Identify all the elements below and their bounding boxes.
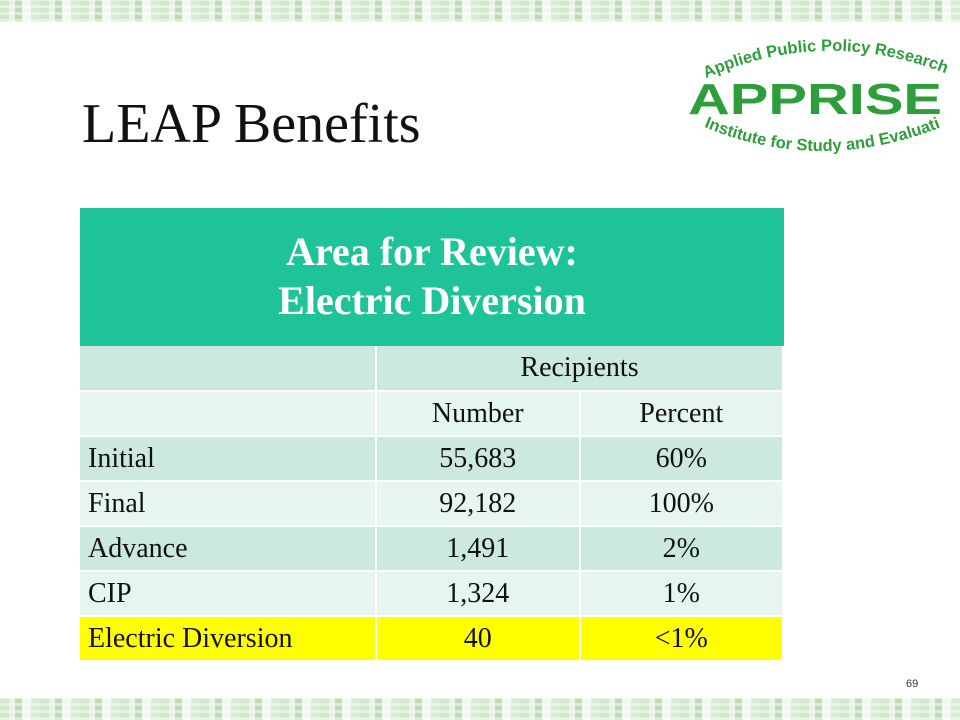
row-number: 1,491	[376, 526, 581, 572]
row-label: Final	[80, 481, 377, 527]
table-header-line2: Electric Diversion	[278, 278, 586, 323]
column-header-percent: Percent	[579, 391, 784, 437]
slide-title: LEAP Benefits	[82, 93, 421, 155]
row-percent: <1%	[579, 616, 784, 662]
decorative-bottom-band	[0, 698, 960, 720]
row-percent: 1%	[579, 571, 784, 617]
empty-cell	[80, 391, 377, 437]
table-header: Area for Review: Electric Diversion	[80, 208, 784, 346]
row-label: Advance	[80, 526, 377, 572]
row-percent: 100%	[579, 481, 784, 527]
row-label: Initial	[80, 436, 377, 482]
row-label: CIP	[80, 571, 377, 617]
apprise-logo: Applied Public Policy Research APPRISE I…	[680, 28, 950, 155]
row-number: 1,324	[376, 571, 581, 617]
table-header-line1: Area for Review:	[286, 229, 578, 275]
table-row-column-headers: Number Percent	[80, 391, 784, 437]
page-number: 69	[906, 678, 919, 690]
row-percent: 2%	[579, 526, 784, 572]
table-row: CIP 1,324 1%	[80, 571, 784, 617]
row-percent: 60%	[579, 436, 784, 482]
review-table: Area for Review: Electric Diversion Reci…	[80, 208, 784, 662]
decorative-top-band	[0, 0, 960, 22]
row-number: 40	[376, 616, 581, 662]
row-number: 55,683	[376, 436, 581, 482]
table-row: Initial 55,683 60%	[80, 436, 784, 482]
table-row-highlighted: Electric Diversion 40 <1%	[80, 616, 784, 662]
column-header-number: Number	[376, 391, 581, 437]
row-label: Electric Diversion	[80, 616, 377, 662]
logo-main-text: APPRISE	[688, 75, 942, 124]
data-table: Recipients Number Percent Initial 55,683…	[80, 346, 784, 662]
row-number: 92,182	[376, 481, 581, 527]
table-row: Advance 1,491 2%	[80, 526, 784, 572]
table-row: Final 92,182 100%	[80, 481, 784, 527]
recipients-label: Recipients	[376, 346, 784, 392]
table-row-group-header: Recipients	[80, 346, 784, 392]
empty-cell	[80, 346, 377, 392]
